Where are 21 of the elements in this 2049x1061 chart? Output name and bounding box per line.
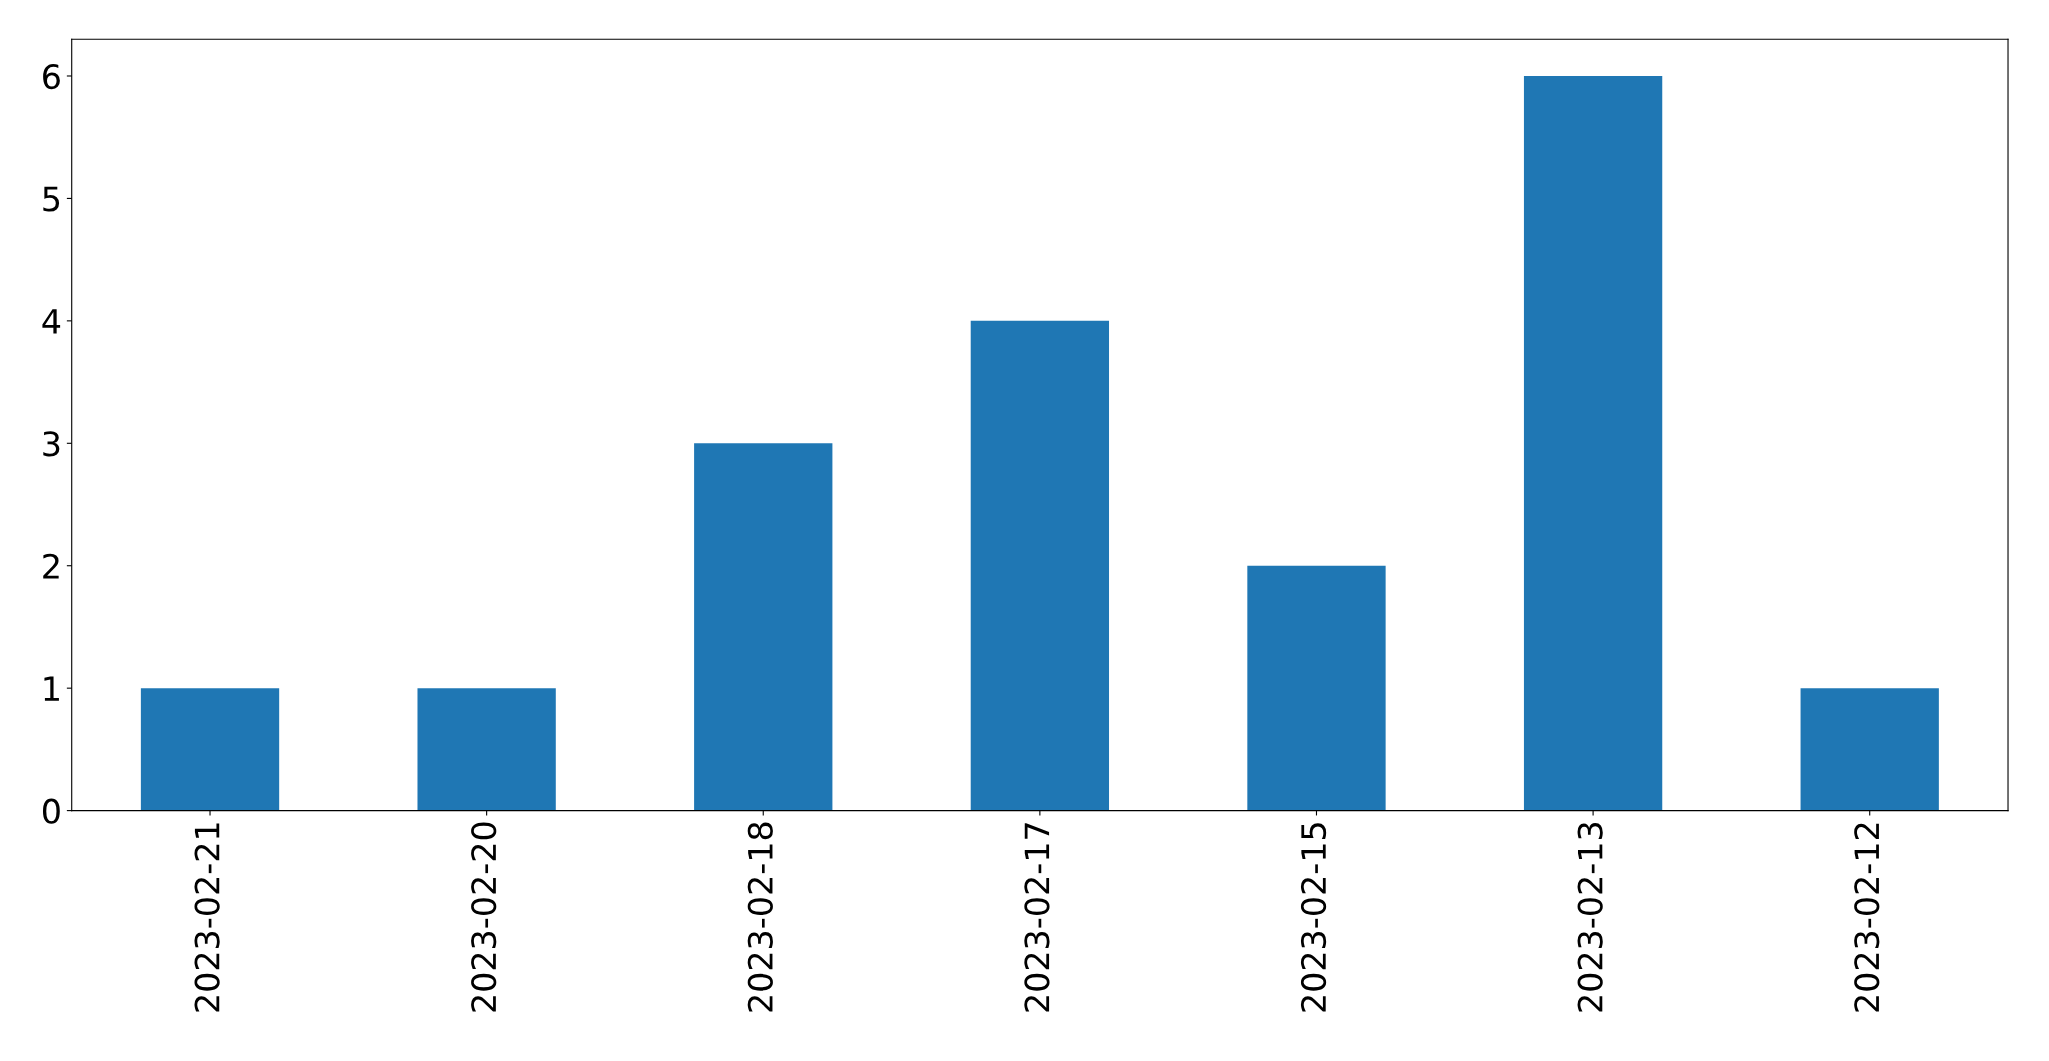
bar (1800, 688, 1939, 811)
x-tick-label: 2023-02-20 (471, 822, 497, 1012)
x-tick-label: 2023-02-17 (1024, 823, 1050, 1012)
y-tick-label: 0 (42, 798, 60, 824)
bar (417, 688, 556, 811)
x-tick-label: 2023-02-15 (1300, 823, 1327, 1012)
y-tick-label: 6 (43, 63, 60, 90)
y-tick-label: 2 (43, 553, 59, 579)
x-tick-label: 2023-02-13 (1577, 823, 1603, 1012)
y-tick-label: 4 (42, 309, 61, 334)
bar (694, 443, 833, 811)
bar (1523, 75, 1663, 811)
y-tick-label: 5 (43, 186, 60, 212)
y-tick-label: 3 (43, 431, 60, 457)
bar (1247, 565, 1386, 811)
x-tick-label: 2023-02-18 (747, 822, 773, 1012)
bar (970, 320, 1110, 811)
x-tick-label: 2023-02-21 (194, 823, 220, 1012)
x-tick-label: 2023-02-12 (1854, 823, 1880, 1012)
bar (140, 688, 280, 811)
y-tick-label: 1 (44, 676, 59, 701)
